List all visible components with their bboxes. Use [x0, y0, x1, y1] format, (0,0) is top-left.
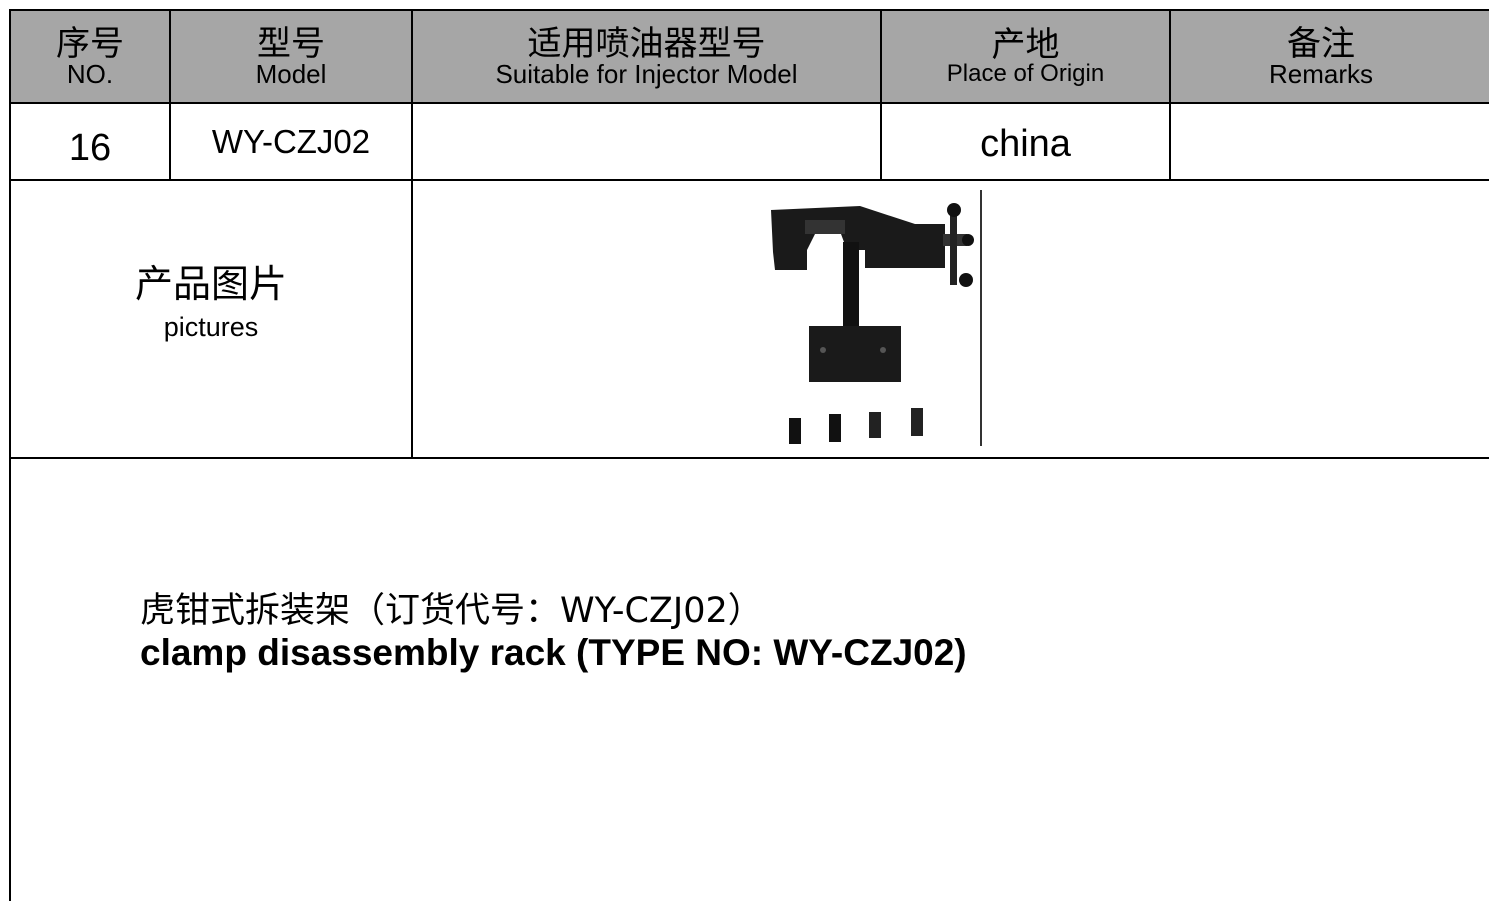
header-cell: 序号 NO.: [9, 9, 171, 104]
header-cell: 备注 Remarks: [1169, 9, 1489, 104]
product-image: [771, 190, 982, 446]
header-cell: 适用喷油器型号 Suitable for Injector Model: [411, 9, 882, 104]
header-zh: 适用喷油器型号: [527, 23, 766, 64]
header-zh: 产地: [991, 24, 1060, 65]
header-en: Remarks: [1269, 58, 1374, 89]
header-en: Place of Origin: [946, 59, 1105, 87]
header-en: Model: [255, 58, 327, 89]
header-zh: 序号: [56, 23, 124, 64]
cell: [1169, 102, 1489, 181]
row-model: WY-CZJ02: [211, 122, 371, 160]
header-zh: 型号: [257, 23, 325, 64]
header-en: Suitable for Injector Model: [495, 58, 798, 89]
description-en: clamp disassembly rack (TYPE NO: WY-CZJ0…: [140, 632, 967, 673]
cell: 产品图片 pictures: [9, 179, 413, 459]
pictures-zh: 产品图片: [134, 262, 287, 306]
pictures-en: pictures: [163, 312, 259, 342]
header-en: NO.: [66, 58, 114, 89]
header-zh: 备注: [1287, 23, 1355, 64]
cell: china: [880, 102, 1171, 181]
cell: [411, 102, 882, 181]
row-no: 16: [68, 127, 112, 169]
left-border: [9, 457, 11, 901]
cell: WY-CZJ02: [169, 102, 413, 181]
header-cell: 产地 Place of Origin: [880, 9, 1171, 104]
cell: 16: [9, 102, 171, 181]
row-origin: china: [980, 123, 1071, 165]
description-zh: 虎钳式拆装架（订货代号：WY-CZJ02）: [140, 591, 763, 631]
header-cell: 型号 Model: [169, 9, 413, 104]
cell: [411, 179, 1489, 459]
